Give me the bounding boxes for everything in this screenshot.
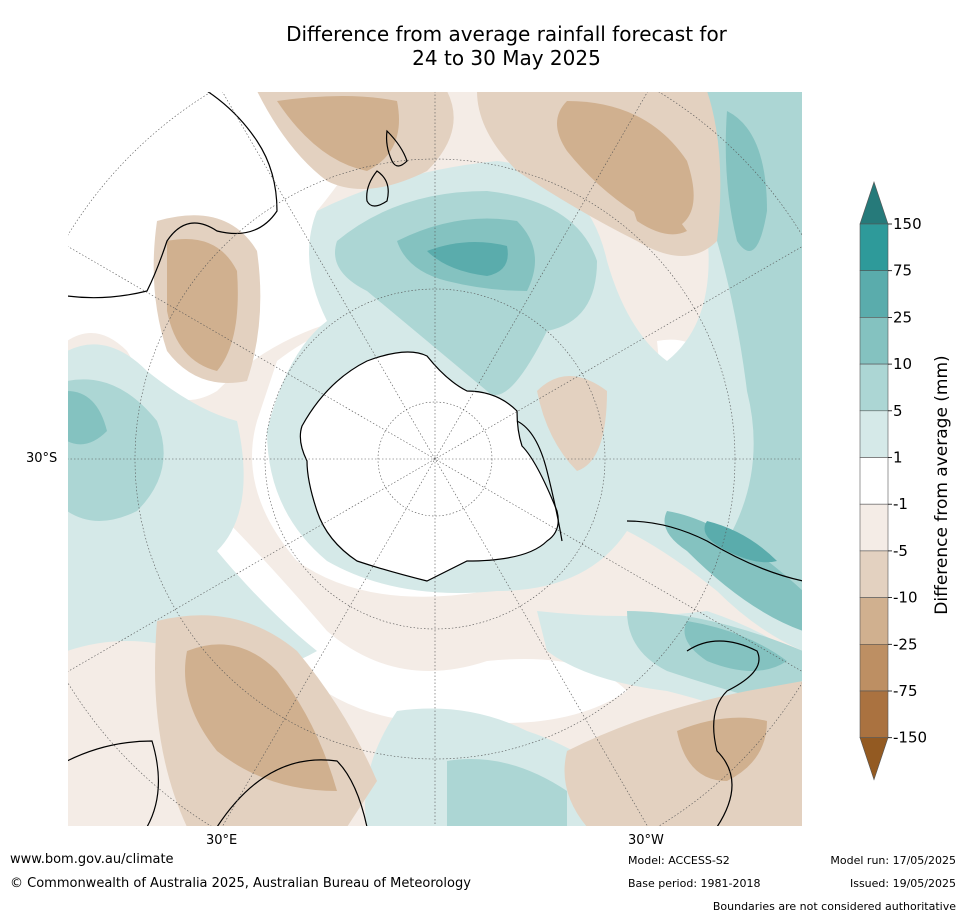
latitude-label-30s: 30°S <box>26 451 58 466</box>
model-name: Model: ACCESS-S2 <box>628 854 730 867</box>
colorbar-segment <box>859 317 889 365</box>
colorbar-segment <box>859 643 889 692</box>
colorbar-segments <box>859 181 889 781</box>
colorbar-tick-label: -1 <box>893 495 908 513</box>
colorbar: 150 75 25 10 5 1 -1 -5 -10 -25 -75 -150 Difference … <box>859 181 952 781</box>
colorbar-tick-label: -25 <box>893 635 918 653</box>
colorbar-segment <box>859 737 889 781</box>
colorbar-segment <box>859 270 889 318</box>
south-america-outline <box>626 520 803 827</box>
colorbar-tick-label: 10 <box>893 355 912 373</box>
australia-outline <box>67 91 278 299</box>
africa-outline <box>67 740 368 827</box>
colorbar-segment <box>859 503 889 552</box>
copyright-text: © Commonwealth of Australia 2025, Austra… <box>10 876 471 891</box>
rainfall-anomaly-map <box>67 91 803 827</box>
colorbar-segment <box>859 363 889 412</box>
issued-date: Issued: 19/05/2025 <box>849 877 956 890</box>
colorbar-tick-label: 75 <box>893 262 912 280</box>
colorbar-tick-label: 25 <box>893 308 912 326</box>
map-title: Difference from average rainfall forecas… <box>0 22 965 70</box>
antarctic-peninsula <box>516 420 563 542</box>
colorbar-segment <box>859 181 889 225</box>
colorbar-tick-label: -75 <box>893 682 918 700</box>
antarctica-outline <box>299 351 559 582</box>
colorbar-segment <box>859 550 889 598</box>
new-zealand-south <box>366 170 389 207</box>
colorbar-tick-label: -10 <box>893 589 918 607</box>
colorbar-ticks: 150 75 25 10 5 1 -1 -5 -10 -25 -75 -150 <box>888 215 927 747</box>
colorbar-tick-label: -5 <box>893 542 908 560</box>
colorbar-segment <box>859 410 889 458</box>
model-run-date: Model run: 17/05/2025 <box>830 854 956 867</box>
colorbar-tick-label: 1 <box>893 449 903 467</box>
colorbar-tick-label: -150 <box>893 729 927 747</box>
graticule <box>67 91 803 827</box>
colorbar-segment <box>859 223 889 272</box>
base-period: Base period: 1981-2018 <box>628 877 761 890</box>
negative-anomaly-areas <box>153 91 803 827</box>
boundaries-disclaimer: Boundaries are not considered authoritat… <box>712 900 956 913</box>
colorbar-segment <box>859 597 889 645</box>
coastlines <box>67 91 803 827</box>
longitude-label-30w: 30°W <box>628 833 664 848</box>
title-line-1: Difference from average rainfall forecas… <box>286 22 727 46</box>
new-zealand-north <box>385 129 408 167</box>
colorbar-tick-label: 5 <box>893 402 903 420</box>
colorbar-tick-label: 150 <box>893 215 922 233</box>
longitude-label-30e: 30°E <box>206 833 238 848</box>
colorbar-label: Difference from average (mm) <box>932 355 952 614</box>
website-link[interactable]: www.bom.gov.au/climate <box>10 852 174 867</box>
title-line-2: 24 to 30 May 2025 <box>412 46 601 70</box>
colorbar-segment <box>859 690 889 739</box>
colorbar-segment <box>859 457 889 505</box>
